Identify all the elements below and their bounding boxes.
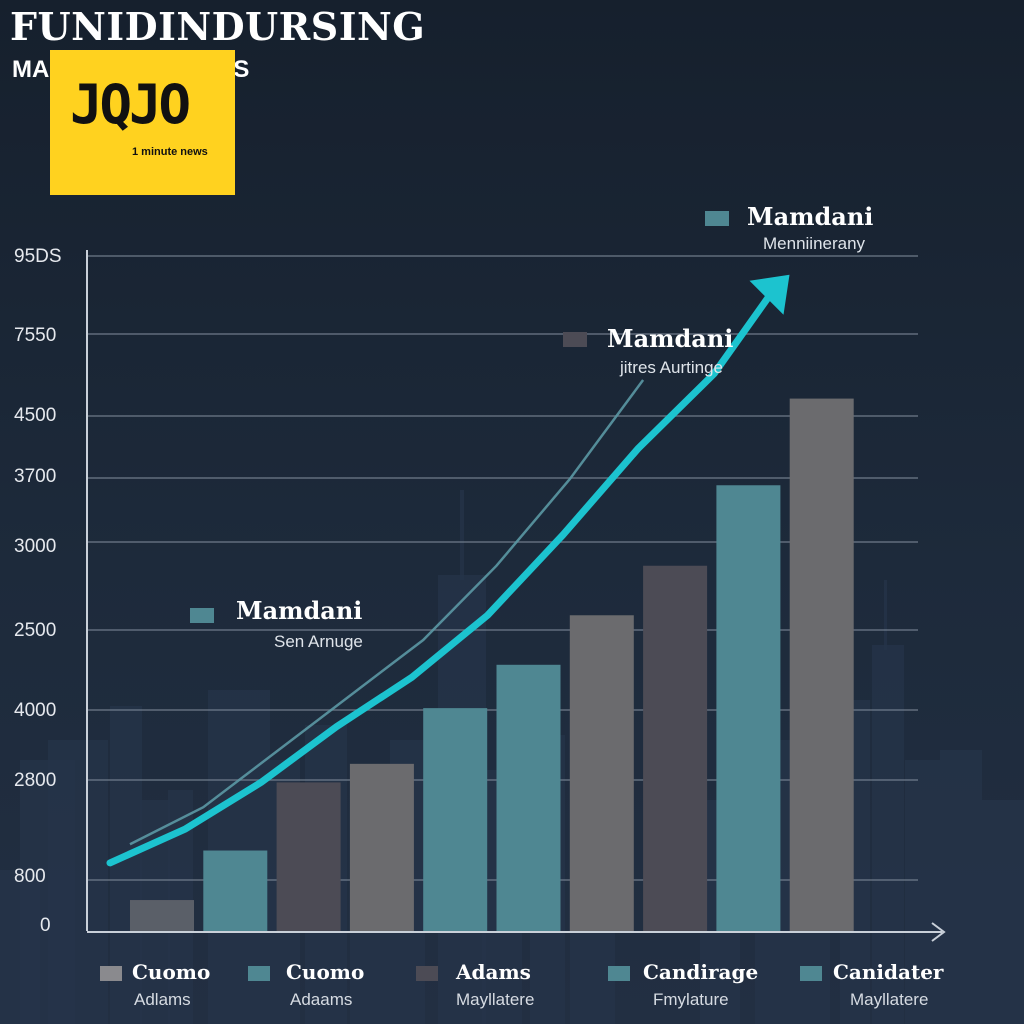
callout-3-swatch [705,211,729,226]
legend-5-name: Canidater [833,960,944,984]
legend-4-name: Candirage [643,960,759,984]
legend-1-name: Cuomo [132,960,211,984]
callout-2-swatch [563,332,587,347]
y-tick-label-5: 3000 [14,536,57,557]
legend-2-swatch [248,966,270,981]
skyline-building-20 [872,645,904,1024]
axes [86,250,946,942]
logo-mark: JQJO [70,73,191,136]
chart-title: FUNIDINDURSING [10,4,426,49]
y-tick-label-7: 4000 [14,700,57,721]
y-tick-label-2: 7550 [14,325,57,346]
bar-1 [130,900,194,931]
y-tick-label-6: 2500 [14,620,57,641]
bars-group [130,398,854,932]
callout-2-sub: jitres Aurtinge [620,358,723,377]
bar-3 [276,782,341,931]
logo-tagline: 1 minute news [132,146,208,158]
legend-4-sub: Fmylature [653,990,729,1009]
skyline-building-23 [982,800,1024,1024]
callout-1-sub: Sen Arnuge [274,632,363,651]
trend-arrowhead [749,274,790,315]
skyline-building-22 [940,750,982,1024]
y-tick-label-8: 2800 [14,770,57,791]
bar-9 [716,485,781,931]
news-logo: JQJO 1 minute news [50,50,235,195]
skyline-spire-2 [884,580,887,650]
legend-3-sub: Mayllatere [456,990,535,1009]
bar-5 [423,708,488,931]
skyline-building-3 [48,740,108,1024]
bar-6 [496,664,561,931]
callout-3-name: Mamdani [747,202,874,231]
legend-3-swatch [416,966,438,981]
legend-1-swatch [100,966,122,981]
legend-3-name: Adams [456,960,531,984]
callout-3-sub: Menniinerany [763,234,866,253]
city-skyline [0,490,1024,1024]
y-tick-label-9: 800 [14,866,46,887]
bar-4 [349,763,414,931]
trend-line-thin [129,379,645,846]
callout-2-name: Mamdani [607,324,734,353]
trend-lines [106,274,790,867]
callout-1-swatch [190,608,214,623]
skyline-building-21 [905,760,940,1024]
trend-line-main [106,289,775,867]
y-tick-label-1: 95DS [14,246,62,267]
y-tick-label-10: 0 [40,915,51,936]
x-axis-arrow [931,922,946,942]
callout-1-name: Mamdani [236,596,363,625]
legend-4-swatch [608,966,630,981]
bar-8 [643,565,708,931]
legend-5-sub: Mayllatere [850,990,929,1009]
legend-2-name: Cuomo [286,960,365,984]
legend-2-sub: Adaams [290,990,353,1009]
y-tick-label-3: 4500 [14,405,57,426]
bar-7 [569,615,634,931]
subtitle-start: MA [12,56,50,83]
legend-5-swatch [800,966,822,981]
legend-1-sub: Adlams [134,990,191,1009]
bar-10 [789,398,854,932]
y-tick-label-4: 3700 [14,466,57,487]
skyline-spire-1 [460,490,464,580]
bar-2 [203,850,268,931]
